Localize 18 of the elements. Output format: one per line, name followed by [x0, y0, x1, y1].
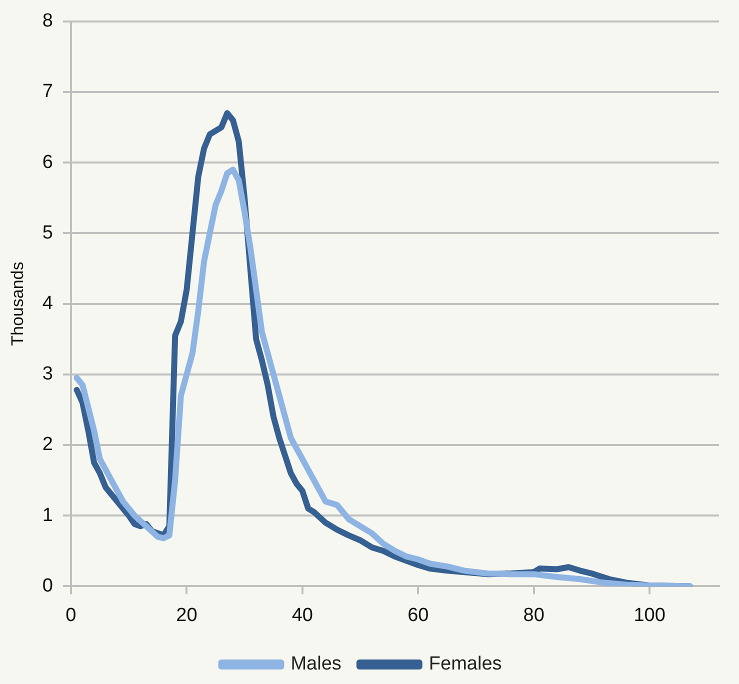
y-tick-label: 6 — [42, 152, 53, 173]
x-tick-label: 20 — [176, 604, 198, 626]
y-tick-label: 3 — [42, 364, 53, 385]
y-tick-label: 5 — [42, 222, 53, 244]
x-tick-label: 40 — [292, 604, 313, 626]
x-tick-label: 80 — [523, 604, 544, 626]
y-tick-label: 8 — [42, 10, 53, 32]
y-tick-label: 2 — [42, 434, 53, 456]
x-tick-label: 60 — [408, 604, 429, 626]
legend-label: Males — [290, 654, 342, 675]
y-tick-label: 7 — [42, 81, 53, 102]
x-tick-label: 0 — [66, 604, 76, 626]
y-tick-label: 1 — [42, 504, 53, 526]
legend-label: Females — [428, 654, 502, 675]
y-tick-label: 0 — [42, 575, 53, 596]
x-tick-label: 100 — [634, 604, 666, 626]
y-axis-title: Thousands — [8, 262, 27, 346]
y-tick-label: 4 — [42, 293, 54, 314]
